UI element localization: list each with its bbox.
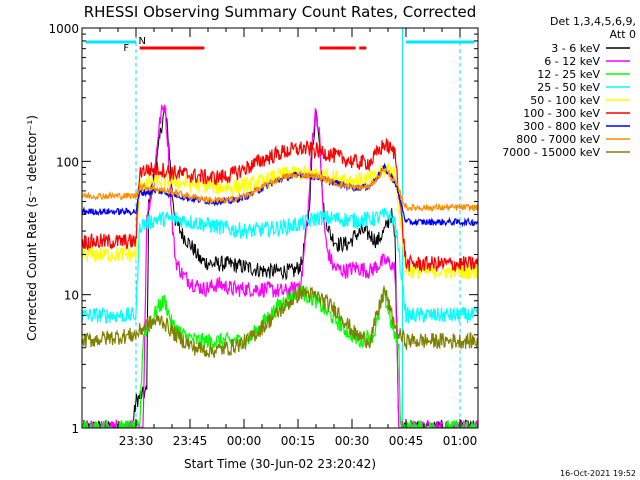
flag-label-n: N bbox=[139, 36, 146, 47]
legend-entry-label: 25 - 50 keV bbox=[537, 81, 600, 94]
chart-title: RHESSI Observing Summary Count Rates, Co… bbox=[84, 3, 477, 21]
legend-header-line: Det 1,3,4,5,6,9, bbox=[550, 15, 636, 28]
series-line-9 bbox=[82, 284, 478, 358]
x-tick-label: 00:15 bbox=[281, 434, 316, 448]
axes: NF 1 10 100 1000 23:30 23:45 00:00 00:15 00:30 00:… bbox=[48, 22, 479, 448]
y-tick-label: 1 bbox=[71, 422, 79, 436]
x-tick-label: 23:30 bbox=[119, 434, 154, 448]
series-line-5 bbox=[82, 162, 478, 281]
series-line-3 bbox=[82, 285, 478, 428]
series-line-7 bbox=[82, 162, 478, 228]
series-line-6 bbox=[82, 138, 478, 273]
x-axis-label: Start Time (30-Jun-02 23:20:42) bbox=[184, 457, 376, 471]
footer-timestamp: 16-Oct-2021 19:52 bbox=[560, 469, 636, 478]
x-tick-label: 00:00 bbox=[227, 434, 262, 448]
legend-entry-label: 50 - 100 keV bbox=[530, 94, 600, 107]
x-tick-label: 00:30 bbox=[335, 434, 370, 448]
legend-entry-label: 7000 - 15000 keV bbox=[502, 146, 600, 159]
x-tick-label: 23:45 bbox=[173, 434, 208, 448]
y-axis-label: Corrected Count Rate (s⁻¹ detector⁻¹) bbox=[25, 115, 39, 341]
legend-header-line: Att 0 bbox=[610, 28, 636, 41]
y-tick-label: 10 bbox=[64, 289, 79, 303]
x-tick-label: 01:00 bbox=[443, 434, 478, 448]
y-tick-label: 100 bbox=[56, 155, 79, 169]
legend-entry-label: 800 - 7000 keV bbox=[516, 133, 600, 146]
y-tick-label: 1000 bbox=[48, 22, 79, 36]
legend-entry-label: 6 - 12 keV bbox=[544, 55, 600, 68]
series-line-8 bbox=[82, 166, 478, 213]
series-line-4 bbox=[82, 207, 478, 324]
legend-entry-label: 100 - 300 keV bbox=[523, 107, 600, 120]
series-group bbox=[82, 28, 478, 428]
flag-label-f: F bbox=[123, 43, 129, 54]
plot-area bbox=[82, 28, 478, 428]
legend-entry-label: 300 - 800 keV bbox=[523, 120, 600, 133]
legend-entry-label: 12 - 25 keV bbox=[537, 68, 600, 81]
legend-header: Det 1,3,4,5,6,9,Att 0 bbox=[550, 15, 636, 41]
x-tick-label: 00:45 bbox=[389, 434, 424, 448]
legend-entry-label: 3 - 6 keV bbox=[551, 42, 600, 55]
